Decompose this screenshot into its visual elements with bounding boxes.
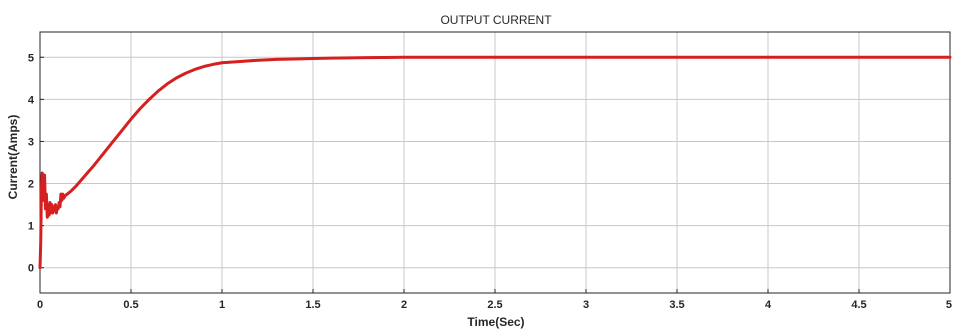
x-tick-label: 4.5 — [851, 299, 866, 311]
y-tick-label: 3 — [28, 136, 34, 148]
x-tick-label: 4 — [765, 299, 772, 311]
y-tick-label: 2 — [28, 179, 34, 191]
y-tick-label: 0 — [28, 263, 34, 275]
x-tick-label: 3.5 — [669, 299, 684, 311]
x-axis-ticks: 0 0.5 1 1.5 2 2.5 3 3.5 4 4.5 5 — [37, 289, 952, 311]
x-tick-label: 2.5 — [487, 299, 502, 311]
current-series-line — [38, 55, 952, 270]
x-tick-label: 1 — [219, 299, 225, 311]
y-tick-label: 5 — [28, 52, 34, 64]
y-tick-label: 4 — [28, 94, 35, 106]
x-tick-label: 2 — [401, 299, 407, 311]
x-tick-label: 5 — [946, 299, 952, 311]
x-axis-label: Time(Sec) — [467, 315, 524, 329]
y-tick-label: 1 — [28, 221, 34, 233]
chart-title: OUTPUT CURRENT — [440, 13, 552, 27]
x-tick-label: 3 — [583, 299, 589, 311]
y-axis-label: Current(Amps) — [6, 115, 20, 200]
x-tick-label: 0.5 — [123, 299, 138, 311]
x-tick-label: 0 — [37, 299, 43, 311]
x-tick-label: 1.5 — [305, 299, 320, 311]
